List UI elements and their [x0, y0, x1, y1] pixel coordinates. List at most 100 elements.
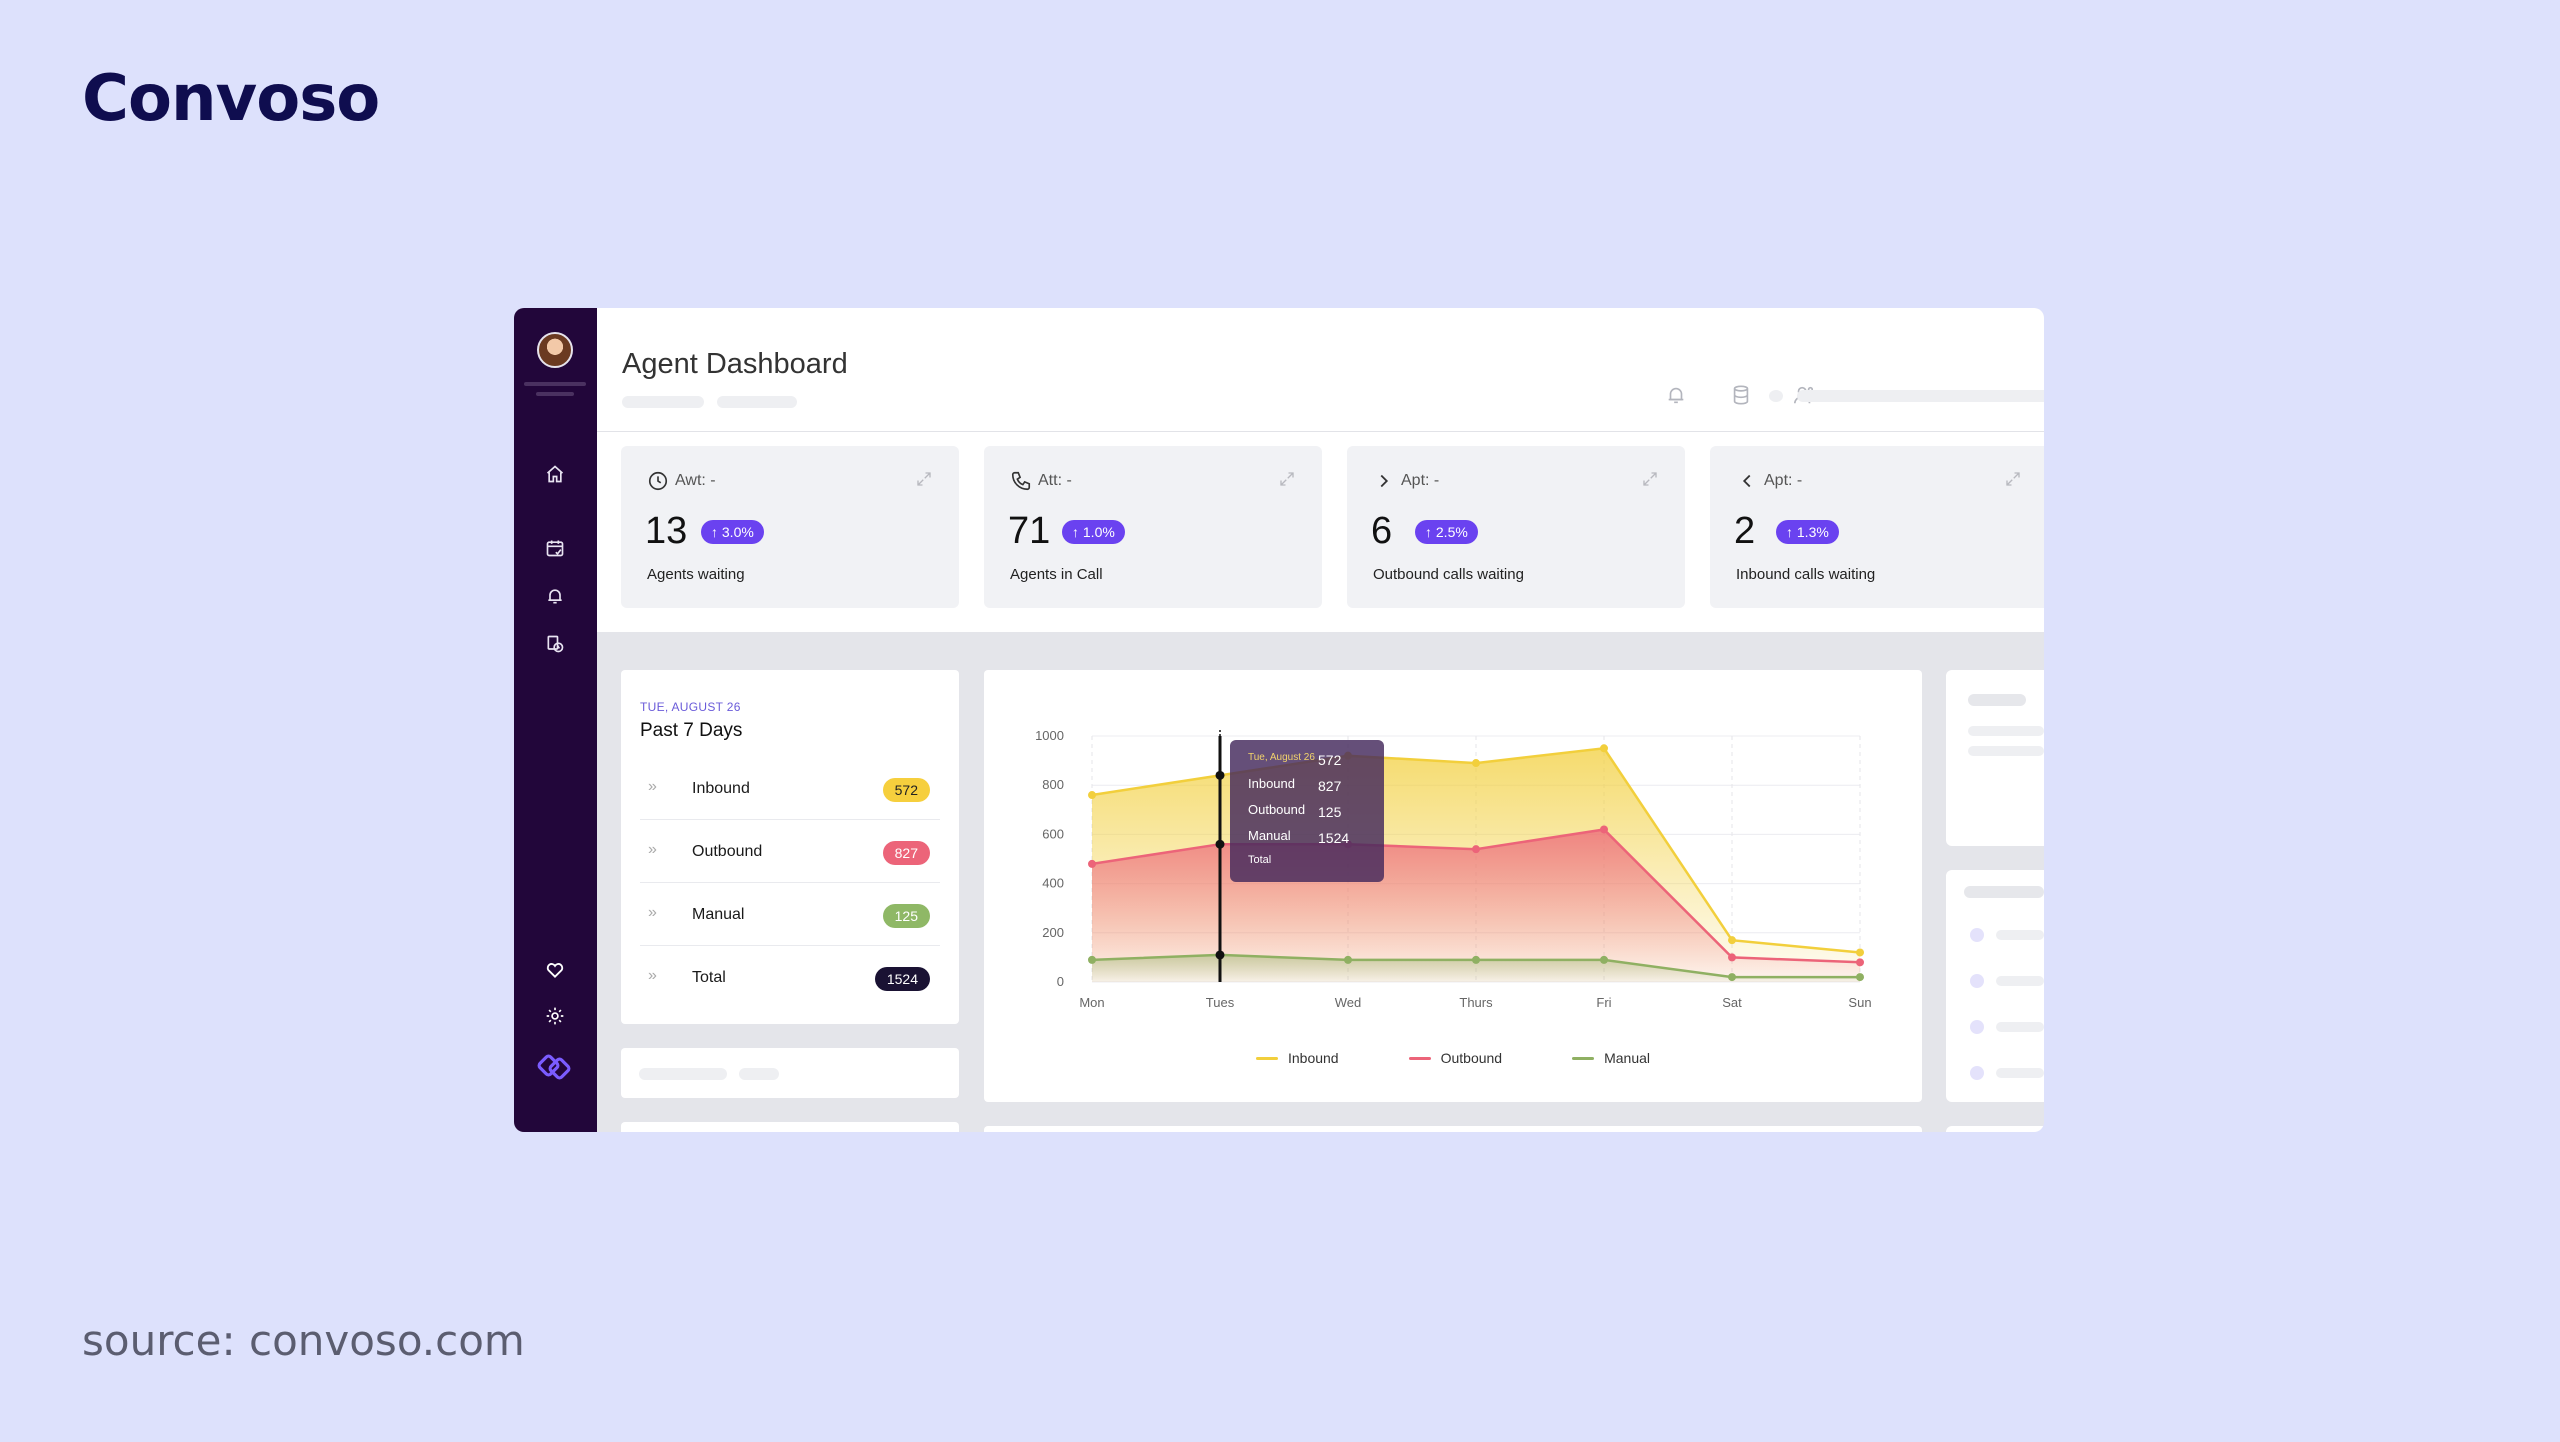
placeholder-card — [984, 1126, 1922, 1132]
stat-value: 6 — [1371, 510, 1393, 552]
stat-head-label: Apt: - — [1764, 472, 1803, 489]
list-item-total[interactable]: » Total 1524 — [640, 947, 940, 1009]
panel-date: TUE, AUGUST 26 — [640, 700, 741, 714]
placeholder-dot — [1970, 1066, 1984, 1080]
count-badge: 827 — [882, 841, 930, 865]
data-point — [1088, 859, 1096, 868]
heart-icon[interactable] — [541, 956, 569, 984]
data-point — [1472, 955, 1480, 964]
calendar-icon[interactable] — [541, 534, 569, 562]
brand-logo: Convoso — [82, 62, 380, 136]
expand-icon[interactable] — [915, 470, 933, 488]
double-chevron-icon: » — [648, 967, 657, 984]
tooltip-label: Manual — [1248, 828, 1291, 843]
convoso-logo-icon[interactable] — [535, 1048, 575, 1088]
data-point — [1856, 958, 1864, 967]
expand-icon[interactable] — [2004, 470, 2022, 488]
row-label: Manual — [692, 906, 745, 923]
bell-icon[interactable] — [541, 582, 569, 610]
tooltip-date: Tue, August 26 — [1248, 752, 1315, 763]
stat-label: Agents in Call — [1010, 566, 1103, 583]
legend-item-inbound[interactable]: Inbound — [1255, 1050, 1339, 1066]
x-tick-label: Sat — [1722, 995, 1742, 1010]
gear-icon[interactable] — [541, 1002, 569, 1030]
stat-card-agents-in-call[interactable]: Att: - 71 ↑ 1.0% Agents in Call — [984, 446, 1322, 608]
y-tick-label: 0 — [1057, 974, 1064, 989]
calls-chart: 0 200 400 600 800 1000 Mon Tues Wed Thurs Fri Sat Su… — [1035, 728, 1871, 1010]
data-point — [1856, 948, 1864, 957]
hover-point — [1215, 839, 1225, 849]
double-chevron-icon: » — [648, 904, 657, 921]
legend-label: Manual — [1604, 1050, 1651, 1066]
list-item-inbound[interactable]: » Inbound 572 — [640, 758, 940, 820]
x-tick-label: Mon — [1079, 995, 1104, 1010]
profile-placeholder — [1797, 390, 2044, 402]
dashboard-window: Agent Dashboard Awt: - 13 ↑ 3.0% Agents … — [514, 308, 2044, 1132]
data-point — [1472, 845, 1480, 854]
stat-label: Outbound calls waiting — [1373, 566, 1524, 583]
data-point — [1728, 936, 1736, 945]
stat-label: Agents waiting — [647, 566, 745, 583]
expand-icon[interactable] — [1641, 470, 1659, 488]
x-tick-label: Tues — [1206, 995, 1235, 1010]
stat-value: 2 — [1734, 510, 1756, 552]
chevron-right-icon — [1380, 474, 1389, 488]
tooltip-label: Inbound — [1248, 776, 1295, 791]
page-header: Agent Dashboard — [597, 308, 2044, 432]
y-tick-label: 800 — [1042, 777, 1064, 792]
count-badge: 572 — [882, 778, 930, 802]
stat-value: 71 — [1008, 510, 1051, 552]
data-point — [1728, 973, 1736, 982]
placeholder-line — [1968, 746, 2044, 756]
placeholder-card — [1946, 670, 2044, 846]
tooltip-value: 572 — [1318, 752, 1342, 768]
tooltip-value: 1524 — [1318, 830, 1350, 846]
placeholder-line — [1996, 1068, 2044, 1078]
y-tick-label: 1000 — [1035, 728, 1064, 743]
placeholder-line — [1968, 726, 2044, 736]
stat-head-label: Att: - — [1038, 472, 1072, 489]
placeholder-card — [1946, 1126, 2044, 1132]
page-title: Agent Dashboard — [622, 348, 848, 380]
change-badge: ↑ 2.5% — [1415, 520, 1478, 544]
legend-swatch — [1572, 1056, 1595, 1060]
placeholder-line — [639, 1068, 727, 1080]
tooltip-label: Outbound — [1248, 802, 1306, 817]
stat-head-label: Awt: - — [675, 472, 716, 489]
stat-card-outbound-waiting[interactable]: Apt: - 6 ↑ 2.5% Outbound calls waiting — [1347, 446, 1685, 608]
placeholder-line — [1996, 930, 2044, 940]
data-point — [1728, 953, 1736, 962]
data-point — [1600, 825, 1608, 834]
placeholder-dot — [1970, 928, 1984, 942]
database-icon[interactable] — [1730, 384, 1754, 408]
count-badge: 1524 — [874, 967, 930, 991]
placeholder-dot — [1970, 1020, 1984, 1034]
list-item-manual[interactable]: » Manual 125 — [640, 884, 940, 946]
legend-item-outbound[interactable]: Outbound — [1408, 1050, 1503, 1066]
list-item-outbound[interactable]: » Outbound 827 — [640, 821, 940, 883]
chevron-left-icon — [1742, 474, 1751, 488]
panel-title: Past 7 Days — [640, 720, 743, 741]
status-dot — [1769, 390, 1783, 402]
placeholder-card — [621, 1048, 959, 1098]
avatar[interactable] — [537, 332, 573, 368]
chart-tooltip: Tue, August 26 Inbound Outbound Manual T… — [1230, 740, 1384, 882]
legend-item-manual[interactable]: Manual — [1572, 1050, 1650, 1066]
expand-icon[interactable] — [1278, 470, 1296, 488]
double-chevron-icon: » — [648, 778, 657, 795]
tooltip-value: 125 — [1318, 804, 1342, 820]
y-tick-label: 400 — [1042, 876, 1064, 891]
y-tick-label: 200 — [1042, 925, 1064, 940]
legend-label: Outbound — [1440, 1050, 1503, 1066]
stat-card-agents-waiting[interactable]: Awt: - 13 ↑ 3.0% Agents waiting — [621, 446, 959, 608]
change-badge: ↑ 3.0% — [701, 520, 764, 544]
data-point — [1856, 973, 1864, 982]
stat-value: 13 — [645, 510, 688, 552]
placeholder-line — [739, 1068, 779, 1080]
documents-clock-icon[interactable] — [541, 630, 569, 658]
home-icon[interactable] — [541, 460, 569, 488]
placeholder-card — [621, 1122, 959, 1132]
notification-bell-icon[interactable] — [1665, 384, 1689, 408]
stat-card-inbound-waiting[interactable]: Apt: - 2 ↑ 1.3% Inbound calls waiting — [1710, 446, 2044, 608]
data-point — [1600, 744, 1608, 753]
